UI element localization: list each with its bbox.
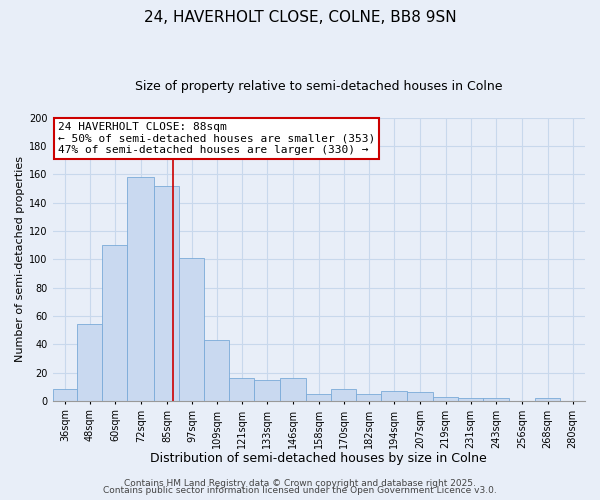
Bar (356, 394, 381, 401)
Bar (280, 378, 306, 401)
Y-axis label: Number of semi-detached properties: Number of semi-detached properties (15, 156, 25, 362)
Bar (229, 378, 254, 401)
Bar (77, 324, 103, 401)
Bar (53, 390, 77, 401)
Bar (127, 177, 154, 401)
Bar (407, 392, 433, 401)
Bar (458, 398, 483, 401)
Bar (103, 245, 127, 401)
Bar (331, 390, 356, 401)
Bar (205, 340, 229, 401)
Text: Contains HM Land Registry data © Crown copyright and database right 2025.: Contains HM Land Registry data © Crown c… (124, 478, 476, 488)
Bar (306, 394, 331, 401)
Text: Contains public sector information licensed under the Open Government Licence v3: Contains public sector information licen… (103, 486, 497, 495)
Bar (179, 258, 205, 401)
Text: 24 HAVERHOLT CLOSE: 88sqm
← 50% of semi-detached houses are smaller (353)
47% of: 24 HAVERHOLT CLOSE: 88sqm ← 50% of semi-… (58, 122, 375, 155)
Bar (154, 186, 179, 401)
Bar (483, 398, 509, 401)
Bar (433, 396, 458, 401)
Text: 24, HAVERHOLT CLOSE, COLNE, BB8 9SN: 24, HAVERHOLT CLOSE, COLNE, BB8 9SN (143, 10, 457, 25)
Bar (381, 391, 407, 401)
Title: Size of property relative to semi-detached houses in Colne: Size of property relative to semi-detach… (135, 80, 503, 93)
Bar (254, 380, 280, 401)
Bar (535, 398, 560, 401)
X-axis label: Distribution of semi-detached houses by size in Colne: Distribution of semi-detached houses by … (151, 452, 487, 465)
